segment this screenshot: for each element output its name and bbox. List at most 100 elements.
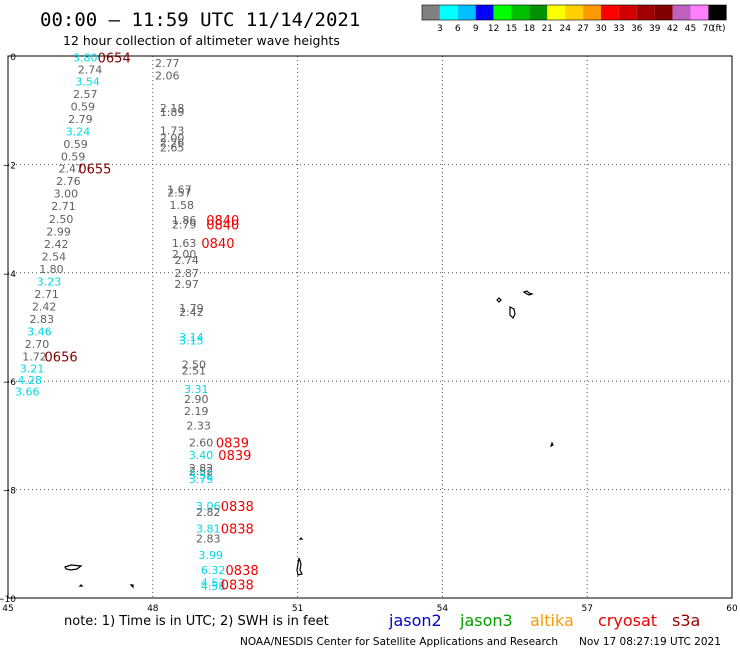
wave-height-label: 2.71 (34, 288, 59, 301)
pass-time-label: 0838 (221, 500, 254, 515)
island-shape (509, 306, 516, 320)
wave-height-label: 3.52 (189, 469, 214, 482)
plot-grid (8, 56, 732, 598)
wave-height-label: 2.42 (44, 238, 69, 251)
island-shape (298, 537, 304, 540)
colorbar-tick-label: 45 (685, 24, 696, 34)
legend-item-jason3: jason3 (459, 611, 513, 630)
wave-height-label: 1.73 (160, 124, 185, 137)
wave-height-label: 2.79 (68, 113, 93, 126)
pass-time-label: 0655 (78, 163, 111, 178)
wave-height-label: 2.42 (179, 306, 204, 319)
land-outlines (64, 290, 554, 589)
wave-height-label: 4.28 (17, 374, 42, 387)
wave-height-label: 2.97 (174, 278, 199, 291)
wave-height-label: 3.14 (179, 331, 204, 344)
wave-height-label: 3.40 (189, 449, 214, 462)
colorbar-tick-label: 33 (613, 24, 624, 34)
wave-height-label: 2.79 (172, 219, 197, 232)
wave-height-label: 1.72 (22, 350, 47, 363)
colorbar-swatch (618, 5, 637, 20)
pass-time-label: 0838 (221, 523, 254, 538)
wave-height-label: 2.19 (184, 405, 209, 418)
colorbar-tick-label: 6 (455, 24, 461, 34)
island-shape (522, 290, 534, 296)
wave-height-label: 0.59 (71, 100, 96, 113)
colorbar-swatch (547, 5, 566, 20)
colorbar-tick-label: 36 (631, 24, 643, 34)
wave-height-label: 2.70 (25, 338, 50, 351)
colorbar-tick-label: 70 (703, 24, 715, 34)
footer-timestamp: Nov 17 08:27:19 UTC 2021 (579, 636, 721, 648)
x-tick-label: 45 (2, 604, 13, 614)
y-tick-label: 0 (10, 53, 16, 63)
page-subtitle: 12 hour collection of altimeter wave hei… (63, 33, 340, 48)
x-tick-label: 48 (147, 604, 159, 614)
wave-height-label: 1.79 (179, 302, 204, 315)
wave-height-label: 3.24 (66, 125, 91, 138)
island-shape (129, 584, 134, 589)
wave-height-label: 2.26 (160, 137, 185, 150)
legend-item-altika: altika (530, 611, 574, 630)
colorbar-tick-label: 39 (649, 24, 661, 34)
wave-height-label: 2.52 (189, 465, 214, 478)
colorbar-swatch (565, 5, 584, 20)
wave-height-label: 3.81 (196, 523, 221, 536)
pass-time-label: 0839 (218, 449, 251, 464)
wave-height-label: 2.00 (172, 248, 197, 261)
colorbar-tick-label: 15 (506, 24, 517, 34)
wave-height-label: 3.21 (20, 363, 45, 376)
colorbar-swatch (493, 5, 512, 20)
colorbar-swatch (529, 5, 548, 20)
colorbar-tick-label: 12 (488, 24, 499, 34)
colorbar-tick-label: 24 (559, 24, 571, 34)
colorbar-swatch (475, 5, 494, 20)
satellite-legend: jason2 jason3 altika cryosat s3a (388, 611, 700, 630)
colorbar-swatch (439, 5, 458, 20)
wave-height-label: 2.60 (189, 436, 214, 449)
island-shape (78, 584, 84, 587)
legend-item-cryosat: cryosat (598, 611, 657, 630)
x-axis-tick-labels: 45 48 51 54 57 60 (2, 604, 738, 614)
colorbar-border (421, 4, 727, 21)
wave-height-label: 1.58 (170, 199, 195, 212)
wave-height-label: 2.57 (73, 88, 98, 101)
wave-height-label: 2.50 (49, 213, 74, 226)
plot-frame (7, 55, 733, 599)
legend-item-s3a: s3a (672, 611, 700, 630)
colorbar-unit: (ft) (712, 24, 726, 34)
colorbar-tick-label: 21 (542, 24, 553, 34)
colorbar-swatch (601, 5, 619, 20)
colorbar-swatch (654, 5, 673, 20)
x-tick-label: 51 (292, 604, 303, 614)
wave-height-label: 2.87 (174, 267, 199, 280)
colorbar-tick-label: 9 (473, 24, 479, 34)
y-tick-label: −6 (3, 378, 17, 388)
wave-height-label: 2.99 (46, 226, 71, 239)
footer-note: note: 1) Time is in UTC; 2) SWH is in fe… (64, 614, 329, 629)
island-shape (496, 297, 502, 303)
wave-height-label: 2.50 (182, 358, 207, 371)
colorbar-swatch (708, 5, 727, 20)
wave-height-label: 2.42 (32, 300, 57, 313)
wave-height-label: 0.59 (61, 150, 86, 163)
island-shape (296, 557, 303, 576)
footer-credit: NOAA/NESDIS Center for Satellite Applica… (240, 636, 558, 648)
colorbar-tick-label: 30 (595, 24, 607, 34)
wave-height-label: 3.23 (37, 275, 62, 288)
wave-height-label: 3.46 (27, 325, 52, 338)
wave-height-label: 2.83 (30, 313, 55, 326)
wave-height-label: 3.15 (179, 335, 204, 348)
colorbar-swatch (636, 5, 655, 20)
wave-height-label: 3.31 (184, 383, 209, 396)
wave-height-label: 2.74 (78, 64, 103, 77)
island-shape (64, 564, 83, 571)
y-tick-label: −4 (3, 270, 17, 280)
pass-time-label: 0656 (45, 350, 78, 365)
pass-time-label: 0840 (206, 219, 239, 234)
pass-time-label: 0654 (98, 52, 131, 67)
y-axis-tick-labels: 0 −2 −4 −6 −8 −10 (0, 53, 16, 605)
pass-time-label: 0838 (226, 564, 259, 579)
wave-height-label: 1.89 (160, 106, 185, 119)
wave-height-label: 2.77 (155, 57, 180, 70)
